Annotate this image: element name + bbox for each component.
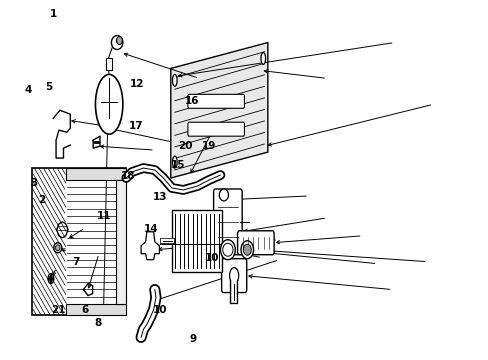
Bar — [32, 168, 126, 315]
Ellipse shape — [172, 156, 177, 168]
Text: 12: 12 — [129, 79, 144, 89]
Ellipse shape — [223, 243, 233, 256]
FancyBboxPatch shape — [187, 122, 244, 136]
Bar — [106, 58, 112, 71]
Text: 20: 20 — [177, 141, 192, 151]
Ellipse shape — [55, 245, 60, 251]
Text: 6: 6 — [81, 305, 88, 315]
Bar — [116, 180, 126, 303]
Text: 3: 3 — [30, 178, 37, 188]
Ellipse shape — [220, 240, 235, 260]
FancyBboxPatch shape — [221, 259, 246, 293]
Ellipse shape — [111, 36, 122, 50]
Bar — [66, 303, 126, 315]
Text: 9: 9 — [189, 333, 197, 343]
Ellipse shape — [172, 75, 177, 86]
Ellipse shape — [95, 75, 122, 134]
Bar — [172, 210, 222, 272]
Text: 11: 11 — [97, 211, 111, 221]
Text: 18: 18 — [121, 171, 136, 181]
FancyBboxPatch shape — [187, 94, 244, 108]
Ellipse shape — [116, 37, 122, 45]
Text: 17: 17 — [129, 121, 143, 131]
Text: 10: 10 — [153, 305, 167, 315]
Text: 5: 5 — [45, 82, 52, 92]
Text: 8: 8 — [94, 319, 101, 328]
Text: 15: 15 — [170, 160, 184, 170]
Text: 21: 21 — [51, 305, 66, 315]
Ellipse shape — [219, 189, 228, 201]
Text: 19: 19 — [202, 140, 216, 150]
Text: 4: 4 — [24, 85, 32, 95]
Text: 13: 13 — [153, 192, 167, 202]
Bar — [66, 168, 126, 180]
Text: 16: 16 — [184, 96, 199, 106]
Polygon shape — [141, 232, 159, 260]
Ellipse shape — [49, 276, 53, 282]
Ellipse shape — [261, 53, 265, 64]
Text: 10: 10 — [204, 253, 219, 263]
Polygon shape — [170, 42, 267, 178]
Ellipse shape — [241, 241, 253, 259]
FancyBboxPatch shape — [237, 231, 274, 255]
FancyBboxPatch shape — [213, 189, 242, 255]
Ellipse shape — [243, 244, 251, 255]
Text: 1: 1 — [50, 9, 57, 19]
Ellipse shape — [48, 274, 54, 284]
Text: 14: 14 — [144, 225, 159, 234]
Text: 7: 7 — [72, 257, 80, 267]
Ellipse shape — [54, 243, 61, 253]
Text: 2: 2 — [38, 195, 45, 205]
Ellipse shape — [229, 268, 238, 284]
